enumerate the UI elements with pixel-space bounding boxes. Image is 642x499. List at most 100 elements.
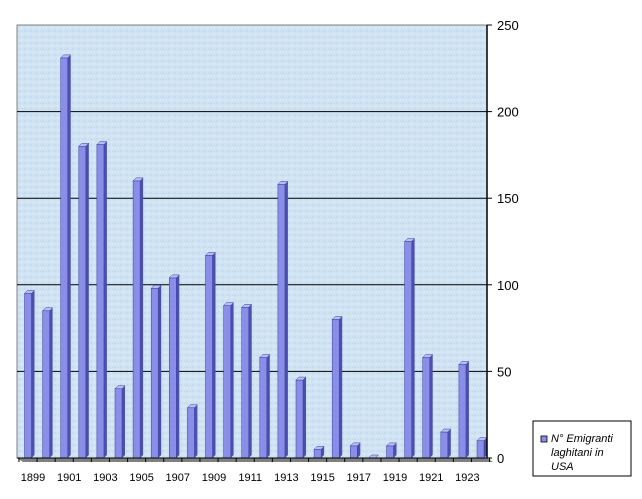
- y-tick-label: 250: [497, 18, 519, 33]
- x-tick-label: 1905: [129, 472, 153, 484]
- bar-side: [176, 274, 180, 458]
- x-tick-label: 1901: [57, 472, 81, 484]
- bar-top: [78, 142, 90, 147]
- bar-side: [393, 442, 397, 458]
- bar-front: [458, 364, 467, 459]
- bar-top: [222, 302, 235, 306]
- y-tick-label: 150: [497, 191, 519, 206]
- bar: [331, 316, 343, 459]
- bar: [222, 302, 235, 459]
- bar-top: [277, 181, 289, 185]
- bar: [440, 428, 452, 459]
- bar-top: [96, 141, 108, 145]
- bar-top: [440, 428, 452, 433]
- y-tick-label: 100: [497, 278, 519, 293]
- bar-top: [349, 442, 361, 447]
- bar: [259, 354, 271, 459]
- legend-swatch: [540, 435, 548, 443]
- x-tick-label: 1899: [21, 472, 45, 484]
- bar-top: [186, 404, 199, 409]
- bar-front: [60, 57, 68, 459]
- bar-front: [350, 445, 358, 459]
- bar-top: [150, 285, 162, 289]
- bars: [23, 54, 488, 459]
- bar: [458, 361, 470, 459]
- bar: [241, 304, 253, 459]
- bar-top: [331, 316, 343, 320]
- bar: [78, 142, 90, 459]
- bar: [476, 437, 488, 459]
- bar-front: [42, 310, 50, 459]
- bar: [186, 404, 199, 459]
- bar-side: [67, 54, 71, 459]
- bar-top: [241, 304, 253, 308]
- bar-top: [313, 446, 325, 450]
- bar-front: [422, 357, 430, 459]
- bar-side: [212, 252, 216, 458]
- bar-top: [114, 385, 126, 389]
- bar-top: [295, 376, 307, 381]
- bar-top: [385, 442, 398, 447]
- bar: [60, 54, 72, 459]
- bar-front: [386, 445, 394, 459]
- legend-label-line1: N° Emigranti: [551, 433, 613, 445]
- bar-side: [140, 177, 144, 458]
- bar: [277, 181, 289, 459]
- bar-side: [321, 446, 325, 458]
- bar-front: [150, 288, 159, 459]
- bar-side: [303, 377, 306, 458]
- y-tick-label: 200: [497, 105, 519, 120]
- bar: [150, 285, 162, 459]
- bar-front: [114, 388, 123, 459]
- bar-front: [440, 431, 449, 459]
- bar: [41, 307, 54, 459]
- bar-top: [23, 290, 36, 294]
- bar-side: [339, 316, 343, 458]
- bar: [403, 238, 416, 459]
- y-tick-label: 0: [497, 451, 504, 466]
- bar-top: [168, 274, 180, 279]
- bar-side: [429, 354, 433, 458]
- bar-front: [241, 307, 249, 459]
- bar-front: [205, 255, 213, 459]
- bar-side: [284, 181, 288, 458]
- bar-side: [266, 354, 270, 458]
- x-tick-label: 1913: [274, 472, 298, 484]
- legend-label-line3: USA: [551, 461, 574, 473]
- bar: [132, 177, 144, 459]
- bar-top: [60, 54, 72, 59]
- bar-top: [132, 177, 144, 182]
- bar-side: [230, 302, 234, 458]
- bar-top: [403, 238, 416, 242]
- bar-side: [31, 290, 35, 458]
- y-axis: 0 50 100 150 200 250: [486, 18, 519, 466]
- bar: [96, 141, 108, 459]
- x-tick-label: 1919: [383, 472, 407, 484]
- bar-top: [422, 354, 434, 358]
- legend: N° Emigranti laghitani in USA: [532, 420, 632, 477]
- bar-front: [331, 319, 340, 459]
- bar-side: [158, 285, 162, 458]
- bar-top: [41, 307, 54, 312]
- bar-side: [85, 143, 89, 459]
- bar-top: [204, 252, 217, 256]
- bar-top: [458, 361, 470, 365]
- bar-side: [411, 238, 415, 458]
- x-tick-label: 1911: [238, 472, 262, 484]
- x-tick-label: 1909: [202, 472, 226, 484]
- bar: [349, 442, 361, 459]
- bar-top: [259, 354, 271, 358]
- x-tick-label: 1921: [419, 472, 443, 484]
- x-tick-label: 1903: [93, 472, 117, 484]
- bar-front: [476, 440, 485, 459]
- bar-front: [295, 379, 304, 459]
- bar-side: [103, 141, 107, 458]
- bar-front: [187, 407, 195, 459]
- bar-front: [404, 241, 412, 459]
- x-tick-label: 1907: [166, 472, 190, 484]
- legend-label-line2: laghitani in: [551, 447, 604, 459]
- bar-front: [223, 305, 231, 459]
- bar-side: [194, 404, 198, 458]
- bar-front: [313, 449, 322, 459]
